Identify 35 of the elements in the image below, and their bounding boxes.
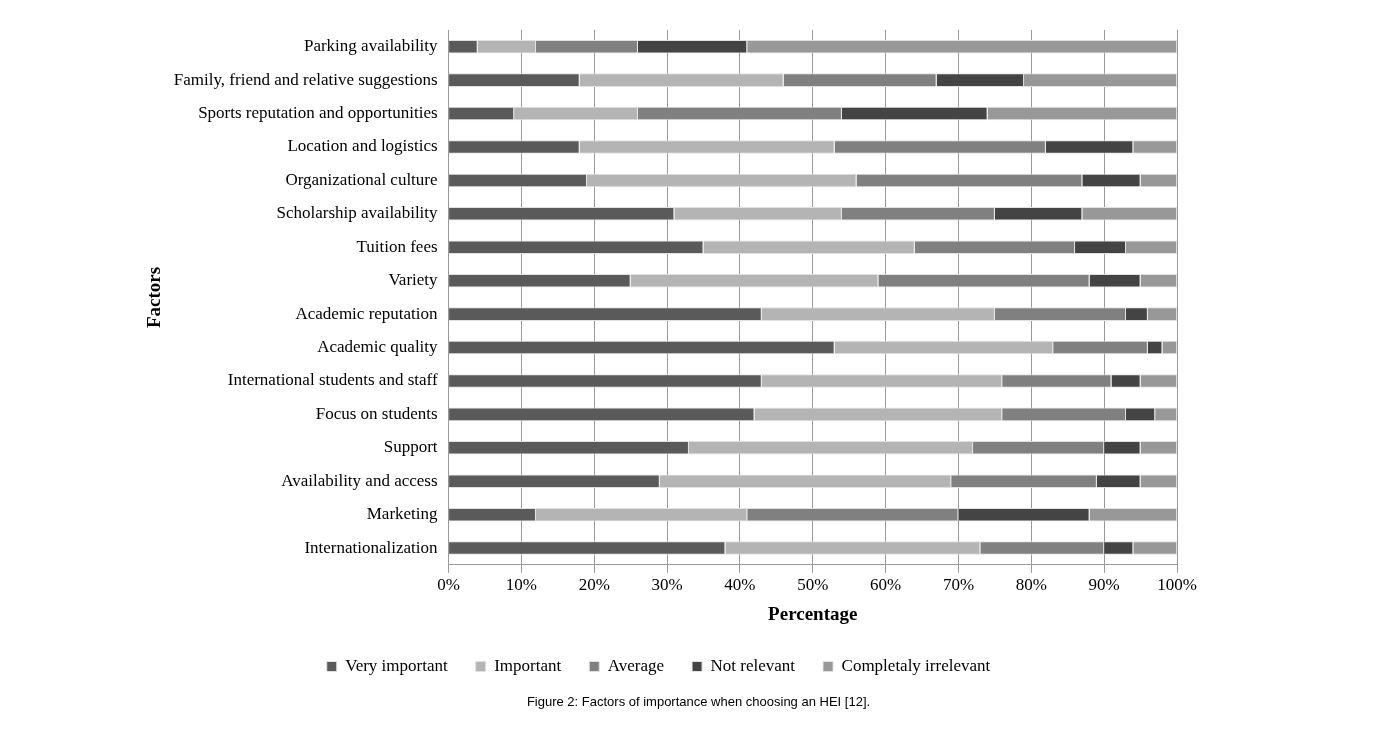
y-tick-label: Availability and access: [281, 470, 438, 490]
y-tick-label: Location and logistics: [287, 136, 438, 156]
y-tick-label: Scholarship availability: [276, 203, 439, 223]
legend-label: Average: [607, 655, 665, 675]
legend-label: Very important: [345, 655, 448, 675]
x-tick-label: 50%: [797, 575, 829, 595]
x-tick-label: 100%: [1157, 575, 1197, 595]
y-tick-label: Focus on students: [315, 403, 438, 423]
y-axis-title: Factors: [143, 266, 165, 328]
x-tick-label: 40%: [724, 575, 756, 595]
x-tick-label: 80%: [1015, 575, 1047, 595]
x-tick-label: 0%: [437, 575, 460, 595]
y-tick-label: Tuition fees: [356, 236, 438, 256]
y-tick-label: Support: [383, 437, 438, 457]
x-tick-label: 70%: [942, 575, 975, 595]
y-tick-label: Marketing: [366, 504, 439, 524]
x-axis-title: Percentage: [768, 602, 858, 624]
legend-label: Completaly irrelevant: [841, 655, 991, 675]
caption: Figure 2: Factors of importance when choosing an HEI [12].: [525, 694, 872, 709]
y-tick-label: Academic quality: [317, 337, 439, 357]
y-tick-label: Academic reputation: [295, 303, 439, 323]
x-tick-label: 20%: [578, 575, 610, 595]
y-tick-label: Sports reputation and opportunities: [198, 103, 438, 123]
y-tick-label: International students and staff: [227, 370, 438, 390]
y-tick-label: Internationalization: [304, 537, 439, 557]
y-tick-label: Organizational culture: [285, 169, 438, 189]
y-tick-label: Parking availability: [303, 36, 439, 56]
x-tick-label: 90%: [1088, 575, 1120, 595]
y-tick-label: Variety: [388, 270, 439, 290]
y-tick-label: Family, friend and relative suggestions: [173, 69, 438, 89]
x-tick-label: 30%: [651, 575, 683, 595]
x-tick-label: 10%: [505, 575, 537, 595]
legend-label: Not relevant: [710, 655, 796, 675]
legend-label: Important: [494, 655, 562, 675]
x-tick-label: 60%: [870, 575, 902, 595]
